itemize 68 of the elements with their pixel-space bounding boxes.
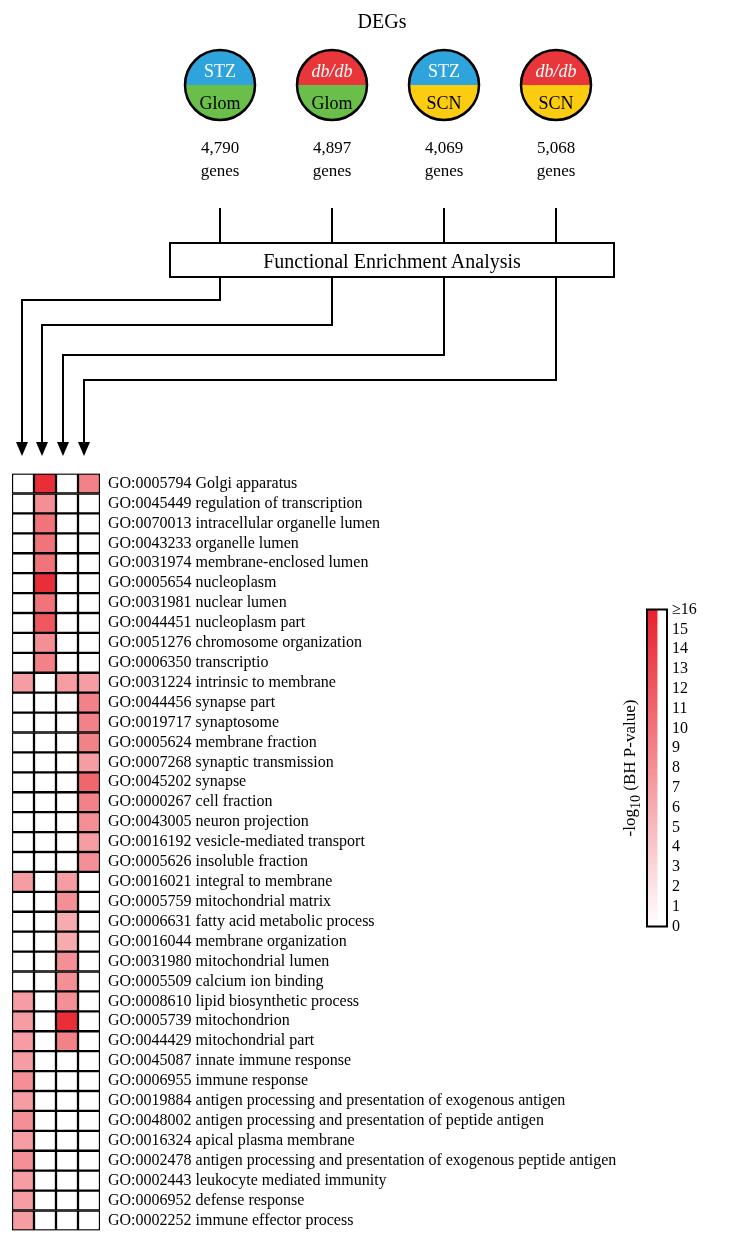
color-bar-label: 13	[672, 659, 688, 677]
y-tick-label: GO:0045087 innate immune response	[108, 1051, 352, 1070]
text: db/db	[535, 61, 577, 81]
y-tick-label: GO:0045449 regulation of transcription	[108, 493, 363, 512]
y-tick-label: GO:0031980 mitochondrial lumen	[108, 951, 330, 969]
y-tick-label: GO:0002478 antigen processing and presentation of exogenous peptide antigen	[108, 1150, 617, 1169]
y-tick-label: GO:0070013 intracellular organelle lumen	[108, 513, 381, 532]
text: db/db	[311, 61, 353, 81]
color-bar-label: 9	[672, 738, 680, 756]
color-bar-label: 2	[672, 877, 680, 894]
text: STZ	[427, 61, 461, 81]
color-bar-label: 14	[672, 639, 688, 657]
y-tick-label: GO:0016044 membrane organization	[108, 931, 347, 950]
text: DEGs	[357, 10, 407, 32]
y-tick-label: GO:0044451 nucleoplasm part	[108, 613, 306, 632]
y-tick-label: GO:0045202 synapse	[108, 772, 247, 791]
y-tick-label: GO:0002443 leukocyte mediated immunity	[108, 1170, 387, 1189]
color-bar-label: 10	[672, 718, 688, 736]
y-tick-label: GO:0044429 mitochondrial part	[108, 1031, 315, 1050]
color-bar-label: 12	[672, 679, 688, 696]
y-tick-label: GO:0005624 membrane fraction	[108, 732, 317, 750]
y-tick-label: GO:0006955 immune response	[108, 1071, 308, 1090]
color-bar-label: 0	[672, 916, 680, 934]
color-bar-label: 8	[672, 758, 680, 776]
color-bar-label: 1	[672, 896, 680, 914]
color-bar-label: ≥16	[672, 599, 697, 617]
y-tick-label: GO:0031974 membrane-enclosed lumen	[108, 553, 369, 571]
y-tick-label: GO:0031981 nuclear lumen	[108, 593, 287, 611]
y-tick-label: GO:0005794 Golgi apparatus	[108, 473, 298, 492]
text: SCN	[538, 93, 574, 113]
y-tick-label: GO:0043233 organelle lumen	[108, 533, 299, 552]
text: STZ	[203, 61, 237, 81]
text: Glom	[311, 93, 353, 113]
y-tick-label: GO:0043005 neuron projection	[108, 812, 309, 831]
color-bar-label: 5	[672, 817, 680, 835]
y-tick-label: GO:0006350 transcriptio	[108, 653, 269, 671]
color-bar-label: 6	[672, 797, 680, 815]
y-tick-label: GO:0007268 synaptic transmission	[108, 752, 334, 771]
y-tick-label: GO:0019717 synaptosome	[108, 712, 280, 731]
y-tick-label: GO:0005739 mitochondrion	[108, 1011, 290, 1029]
color-bar-label: 7	[672, 778, 680, 795]
text: SCN	[426, 93, 462, 113]
y-tick-label: GO:0051276 chromosome organization	[108, 633, 362, 652]
color-bar-label: 3	[672, 857, 680, 875]
text: Glom	[199, 93, 241, 113]
y-tick-label: GO:0008610 lipid biosynthetic process	[108, 991, 360, 1010]
y-tick-label: GO:0002252 immune effector process	[108, 1210, 354, 1229]
y-tick-label: GO:0048002 antigen processing and presentation of peptide antigen	[108, 1111, 544, 1130]
y-tick-label: GO:0019884 antigen processing and presentation of exogenous antigen	[108, 1091, 566, 1110]
y-tick-label: GO:0016021 integral to membrane	[108, 872, 333, 891]
y-tick-label: GO:0016324 apical plasma membrane	[108, 1130, 355, 1149]
color-bar-label: 4	[672, 837, 680, 855]
text: 4,069 genes	[424, 138, 464, 180]
text: 4,897 genes	[312, 138, 352, 180]
y-tick-label: GO:0044456 synapse part	[108, 692, 276, 711]
y-tick-label: GO:0000267 cell fraction	[108, 792, 273, 810]
y-tick-label: GO:0031224 intrinsic to membrane	[108, 672, 336, 690]
y-tick-label: GO:0005509 calcium ion binding	[108, 971, 324, 990]
y-tick-label: GO:0006631 fatty acid metabolic process	[108, 911, 375, 930]
text: 4,790 genes	[200, 138, 240, 180]
y-tick-label: GO:0005626 insoluble fraction	[108, 852, 308, 870]
y-tick-label: GO:0006952 defense response	[108, 1190, 305, 1209]
color-bar-label: 15	[672, 619, 688, 637]
y-tick-label: GO:0005654 nucleoplasm	[108, 573, 277, 592]
y-tick-label: GO:0005759 mitochondrial matrix	[108, 891, 332, 909]
text: 5,068 genes	[536, 138, 576, 180]
y-tick-label: GO:0016192 vesicle-mediated transport	[108, 832, 366, 851]
color-bar-label: 11	[672, 698, 688, 716]
